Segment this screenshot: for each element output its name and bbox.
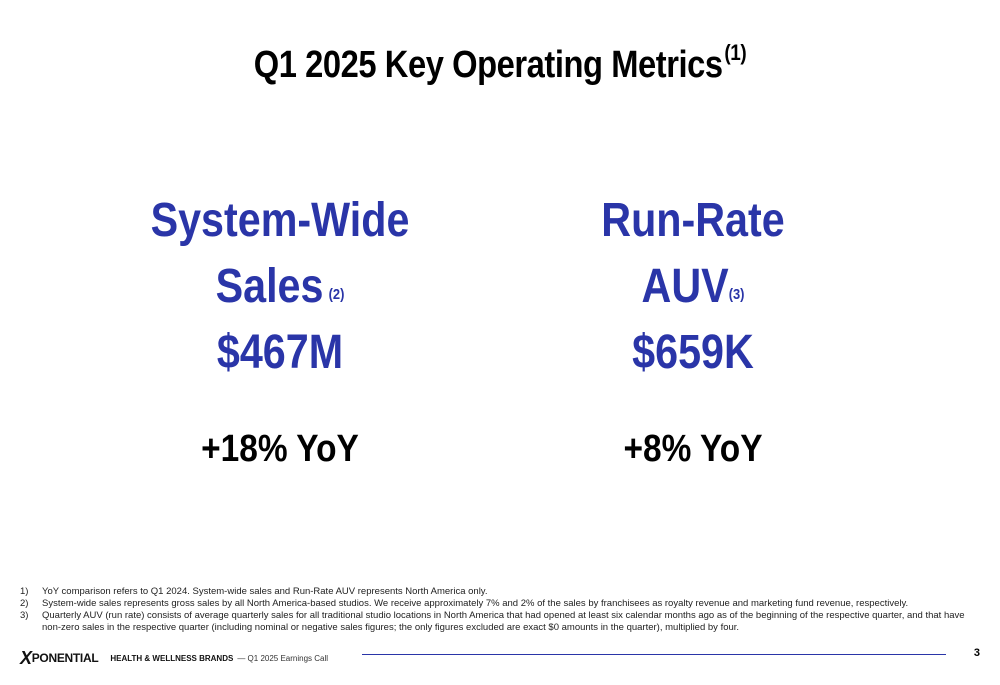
footer-subtitle: — Q1 2025 Earnings Call: [237, 653, 329, 663]
slide-title-footnote-ref: (1): [724, 40, 747, 65]
metric-label-line2: AUV(3): [538, 254, 848, 320]
page-number: 3: [973, 647, 980, 659]
metric-value: $659K: [632, 326, 754, 379]
metric-footnote-ref: (2): [328, 286, 345, 303]
footnote-text: System-wide sales represents gross sales…: [42, 598, 909, 609]
footnotes: 1) YoY comparison refers to Q1 2024. Sys…: [20, 586, 970, 634]
metric-label-line1: System-Wide: [150, 194, 410, 247]
slide-title-text: Q1 2025 Key Operating Metrics: [253, 44, 723, 86]
footnote-number: 1): [20, 586, 29, 597]
metric-yoy-run-rate-auv: +8% YoY: [623, 428, 763, 470]
footnote-number: 2): [20, 598, 29, 609]
metric-label-line1: Run-Rate: [601, 194, 785, 247]
logo-mark: X: [20, 647, 32, 668]
metric-run-rate-auv: Run-Rate AUV(3) $659K: [513, 188, 873, 386]
slide-footer: X PONENTIAL HEALTH & WELLNESS BRANDS — Q1…: [20, 648, 980, 668]
footnote-text: YoY comparison refers to Q1 2024. System…: [42, 586, 488, 597]
metric-system-wide-sales: System-Wide Sales (2) $467M: [100, 188, 460, 386]
footer-divider: [362, 654, 946, 655]
footnote-number: 3): [20, 610, 29, 621]
metric-label-line2-text: Sales: [215, 260, 324, 313]
footnote-text: Quarterly AUV (run rate) consists of ave…: [42, 610, 965, 633]
slide-title: Q1 2025 Key Operating Metrics(1): [70, 40, 930, 87]
footer-brand: HEALTH & WELLNESS BRANDS: [110, 653, 234, 663]
metric-label-line2-text: AUV: [641, 260, 729, 313]
metric-value: $467M: [216, 326, 344, 379]
footnote-item: 2) System-wide sales represents gross sa…: [20, 598, 970, 610]
logo-text: PONENTIAL: [31, 651, 99, 665]
metric-label-line2: Sales (2): [125, 254, 435, 320]
company-logo: X PONENTIAL: [20, 647, 99, 669]
metric-yoy-system-wide-sales: +18% YoY: [201, 428, 359, 470]
metric-footnote-ref: (3): [728, 286, 745, 303]
footnote-item: 1) YoY comparison refers to Q1 2024. Sys…: [20, 586, 970, 598]
footnote-item: 3) Quarterly AUV (run rate) consists of …: [20, 610, 970, 634]
